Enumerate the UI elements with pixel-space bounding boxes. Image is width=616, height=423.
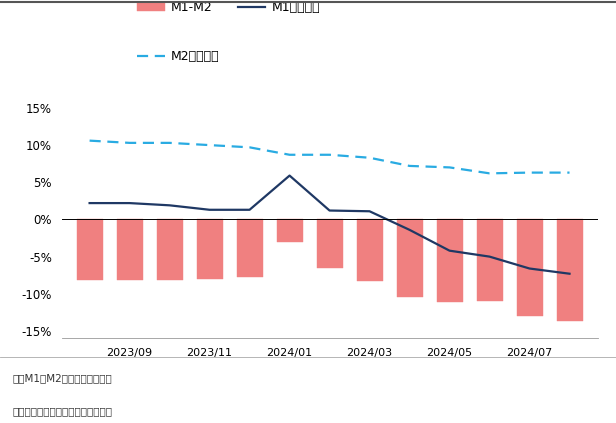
Bar [556,220,583,321]
Bar [237,220,262,277]
Bar [76,220,103,280]
Bar [197,220,222,279]
Text: 资料来源：中国人民銀行，华泰研究: 资料来源：中国人民銀行，华泰研究 [12,407,112,417]
Bar [517,220,543,316]
Legend: M2同比增速: M2同比增速 [132,45,225,69]
Bar [156,220,182,280]
Bar [116,220,142,280]
Text: 注：M1、M2增速之差为百分点: 注：M1、M2增速之差为百分点 [12,373,112,383]
Bar [357,220,383,281]
Bar [477,220,503,301]
Bar [437,220,463,302]
Bar [277,220,302,242]
Bar [317,220,342,268]
Bar [397,220,423,297]
